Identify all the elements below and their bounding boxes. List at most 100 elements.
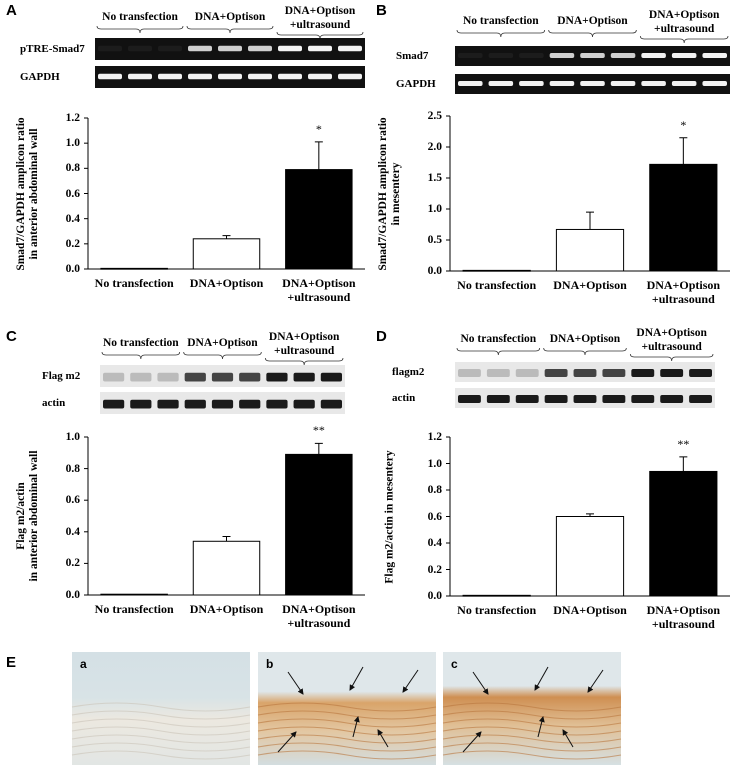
- bar: [555, 516, 625, 597]
- blot-band: [130, 399, 152, 409]
- blot-band: [248, 45, 272, 52]
- tissue-fiber: [71, 742, 251, 752]
- bar: [649, 163, 718, 272]
- y-tick-label: 0.0: [427, 265, 442, 277]
- blot-band: [519, 53, 544, 58]
- blot-band: [660, 369, 684, 377]
- blot-band: [602, 369, 626, 377]
- blot-band: [458, 395, 481, 403]
- y-axis-label: Smad7/GAPDH amplicon ratio in mesentery: [377, 116, 402, 271]
- y-tick-label: 0.6: [65, 187, 80, 200]
- y-tick-label: 0.4: [65, 212, 80, 225]
- y-tick-label: 0.8: [65, 162, 80, 175]
- x-tick-label: DNA+Optison +ultrasound: [282, 602, 356, 630]
- tissue-fiber: [71, 710, 251, 720]
- blot-band: [486, 369, 510, 377]
- blot-band: [188, 45, 212, 52]
- blot-band: [602, 395, 626, 403]
- tissue-fiber: [257, 710, 437, 720]
- x-tick-label: DNA+Optison +ultrasound: [646, 603, 721, 631]
- micrograph-label: b: [266, 657, 274, 671]
- blot-band: [308, 73, 332, 80]
- panel-label: E: [6, 654, 17, 671]
- micrograph: [443, 652, 621, 765]
- tissue-fiber: [257, 718, 437, 728]
- y-tick-label: 0.8: [65, 462, 80, 475]
- micrograph: [72, 652, 250, 765]
- blot-brace: [543, 347, 627, 356]
- blot-group-label: DNA+Optison: [549, 333, 621, 345]
- blot-band: [188, 73, 212, 80]
- arrow: [587, 669, 604, 693]
- bar: [462, 594, 531, 597]
- blot-band: [573, 395, 597, 403]
- significance-marker: **: [677, 436, 690, 451]
- blot-group-label: DNA+Optison +ultrasound: [284, 5, 356, 31]
- error-bar: [586, 211, 594, 230]
- blot-row-label: actin: [42, 397, 66, 409]
- y-tick-label: 1.0: [427, 457, 442, 470]
- blot-band: [689, 369, 712, 377]
- y-tick-label: 1.2: [427, 431, 442, 443]
- blot-brace: [264, 357, 344, 366]
- error-bar: [679, 137, 688, 165]
- x-tick-label: DNA+Optison: [189, 276, 264, 290]
- arrow: [277, 731, 297, 753]
- blot-band: [103, 372, 125, 382]
- blot-brace: [456, 29, 546, 38]
- arrow: [534, 666, 549, 691]
- y-tick-label: 2.5: [427, 110, 442, 122]
- blot-band: [519, 81, 544, 86]
- blot-band: [293, 399, 315, 409]
- blot-band: [544, 395, 568, 403]
- micrograph-label: c: [451, 657, 458, 671]
- blot-brace: [186, 25, 274, 34]
- blot-group-label: No transfection: [462, 15, 539, 27]
- error-bar: [222, 536, 231, 542]
- arrow: [537, 716, 545, 738]
- bar: [285, 453, 353, 596]
- blot-band: [689, 395, 712, 403]
- arrow: [352, 716, 360, 738]
- y-axis-label: Flag m2/actin in anterior abdominal wall: [15, 450, 40, 582]
- blot-group-label: No transfection: [102, 11, 178, 23]
- arrow: [402, 669, 419, 693]
- blot-band: [549, 81, 575, 86]
- bar: [462, 269, 531, 272]
- arrow: [287, 671, 304, 695]
- bar: [555, 228, 625, 272]
- x-tick-label: No transfection: [94, 276, 174, 290]
- blot-band: [98, 45, 122, 52]
- y-tick-label: 0.6: [65, 494, 80, 507]
- blot-brace: [548, 29, 637, 38]
- bar: [649, 470, 718, 597]
- y-tick-label: 1.5: [427, 172, 442, 184]
- blot-band: [631, 395, 655, 403]
- blot-band: [610, 53, 636, 58]
- y-tick-label: 1.0: [65, 137, 80, 150]
- blot-band: [549, 53, 575, 58]
- blot-band: [544, 369, 568, 377]
- blot-band: [239, 399, 261, 409]
- blot-band: [308, 45, 332, 52]
- x-tick-label: No transfection: [94, 602, 174, 616]
- blot-band: [320, 399, 342, 409]
- blot-group-label: DNA+Optison +ultrasound: [268, 331, 340, 357]
- tissue-fiber: [71, 702, 251, 712]
- blot-band: [266, 372, 288, 382]
- y-axis-label: Smad7/GAPDH amplicon ratio in anterior a…: [15, 116, 40, 271]
- tissue-fiber: [257, 702, 437, 712]
- error-bar: [314, 141, 323, 170]
- blot-band: [488, 81, 514, 86]
- blot-brace: [276, 31, 364, 40]
- blot-band: [641, 53, 666, 58]
- blot-band: [103, 399, 125, 409]
- blot-band: [458, 369, 481, 377]
- blot-row-label: Smad7: [396, 50, 429, 62]
- blot-band: [157, 372, 179, 382]
- blot-band: [211, 372, 234, 382]
- blot-band: [248, 73, 272, 80]
- panel-label: D: [376, 328, 387, 345]
- y-tick-label: 0.4: [65, 525, 80, 538]
